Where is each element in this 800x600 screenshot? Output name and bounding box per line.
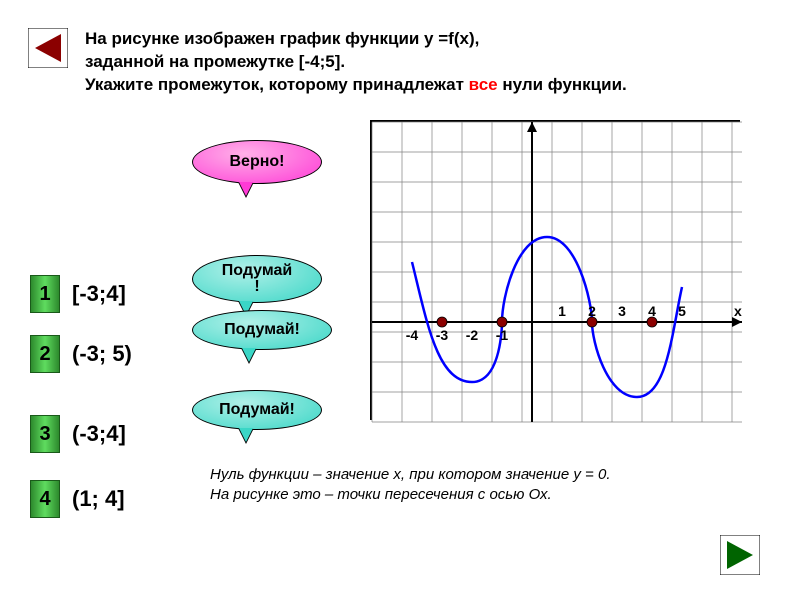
feedback-think3: Подумай! [192, 390, 322, 430]
answer-label-4: (1; 4] [72, 486, 125, 512]
q-line3-pre: Укажите промежуток, которому принадлежат [85, 75, 469, 94]
nav-forward-button[interactable] [720, 535, 760, 575]
answer-label-2: (-3; 5) [72, 341, 132, 367]
q-line3-hi: все [469, 75, 498, 94]
q-line1: На рисунке изображен график функции у =f… [85, 29, 479, 48]
svg-text:3: 3 [618, 303, 626, 319]
svg-text:1: 1 [558, 303, 566, 319]
feedback-think1: Подумай! [192, 255, 322, 303]
answer-label-1: [-3;4] [72, 281, 126, 307]
svg-text:-4: -4 [406, 327, 419, 343]
feedback-correct: Верно! [192, 140, 322, 184]
svg-text:4: 4 [648, 303, 656, 319]
answer-label-3: (-3;4] [72, 421, 126, 447]
footnote: Нуль функции – значение х, при котором з… [210, 465, 770, 506]
answer-button-2[interactable]: 2 [30, 335, 60, 373]
feedback-think2: Подумай! [192, 310, 332, 350]
answer-row-4: 4 (1; 4] [30, 480, 125, 518]
footnote-l1: Нуль функции – значение х, при котором з… [210, 466, 611, 483]
svg-text:х: х [734, 303, 742, 319]
answer-button-1[interactable]: 1 [30, 275, 60, 313]
answer-row-3: 3 (-3;4] [30, 415, 126, 453]
svg-text:-3: -3 [436, 327, 449, 343]
answer-button-4[interactable]: 4 [30, 480, 60, 518]
answer-row-2: 2 (-3; 5) [30, 335, 132, 373]
nav-back-button[interactable] [28, 28, 68, 68]
svg-text:-2: -2 [466, 327, 479, 343]
answer-button-3[interactable]: 3 [30, 415, 60, 453]
question-text: На рисунке изображен график функции у =f… [85, 28, 735, 97]
footnote-l2: На рисунке это – точки пересечения с ось… [210, 486, 552, 503]
svg-text:2: 2 [588, 303, 596, 319]
q-line2: заданной на промежутке [-4;5]. [85, 52, 345, 71]
svg-text:5: 5 [678, 303, 686, 319]
svg-text:-1: -1 [496, 327, 509, 343]
function-graph: -4 -3 -2 -1 1 2 3 4 5 х [370, 120, 740, 420]
q-line3-post: нули функции. [498, 75, 627, 94]
answer-row-1: 1 [-3;4] [30, 275, 126, 313]
